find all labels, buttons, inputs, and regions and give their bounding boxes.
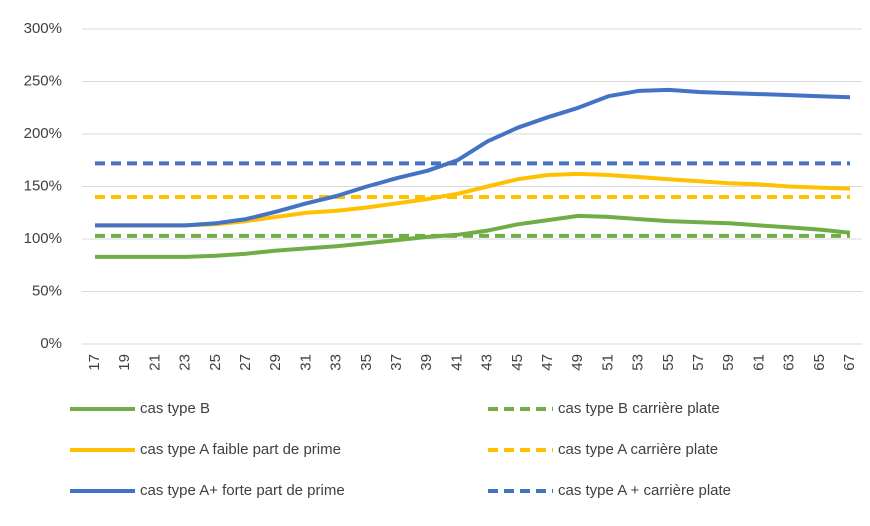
x-tick-label: 49: [569, 354, 586, 371]
x-tick-label: 51: [599, 354, 616, 371]
y-tick-label: 200%: [24, 125, 62, 142]
legend-label: cas type A carrière plate: [558, 441, 718, 458]
y-tick-label: 150%: [24, 177, 62, 194]
legend-label: cas type A + carrière plate: [558, 482, 731, 499]
x-tick-label: 23: [177, 354, 194, 371]
x-tick-label: 55: [660, 354, 677, 371]
y-tick-label: 100%: [24, 230, 62, 247]
x-tick-label: 35: [358, 354, 375, 371]
x-tick-label: 41: [448, 354, 465, 371]
legend-label: cas type A+ forte part de prime: [140, 482, 345, 499]
x-tick-label: 45: [509, 354, 526, 371]
x-tick-label: 61: [750, 354, 767, 371]
x-tick-label: 53: [630, 354, 647, 371]
x-tick-label: 21: [146, 354, 163, 371]
x-tick-label: 17: [86, 354, 103, 371]
legend-label: cas type A faible part de prime: [140, 441, 341, 458]
x-tick-label: 25: [207, 354, 224, 371]
x-tick-label: 27: [237, 354, 254, 371]
x-tick-label: 59: [720, 354, 737, 371]
x-tick-label: 33: [328, 354, 345, 371]
y-tick-label: 50%: [32, 282, 62, 299]
x-tick-label: 57: [690, 354, 707, 371]
x-tick-label: 47: [539, 354, 556, 371]
series-line: [95, 171, 851, 228]
y-tick-label: 0%: [40, 335, 62, 352]
x-tick-label: 31: [297, 354, 314, 371]
x-tick-label: 39: [418, 354, 435, 371]
legend-label: cas type B: [140, 400, 210, 417]
x-tick-label: 29: [267, 354, 284, 371]
y-tick-label: 250%: [24, 72, 62, 89]
y-tick-label: 300%: [24, 20, 62, 37]
x-tick-label: 65: [811, 354, 828, 371]
legend-label: cas type B carrière plate: [558, 400, 720, 417]
x-tick-label: 43: [479, 354, 496, 371]
series-line: [95, 213, 851, 259]
x-tick-label: 19: [116, 354, 133, 371]
x-tick-label: 67: [841, 354, 858, 371]
series-line: [95, 87, 851, 228]
x-tick-label: 63: [781, 354, 798, 371]
x-tick-label: 37: [388, 354, 405, 371]
